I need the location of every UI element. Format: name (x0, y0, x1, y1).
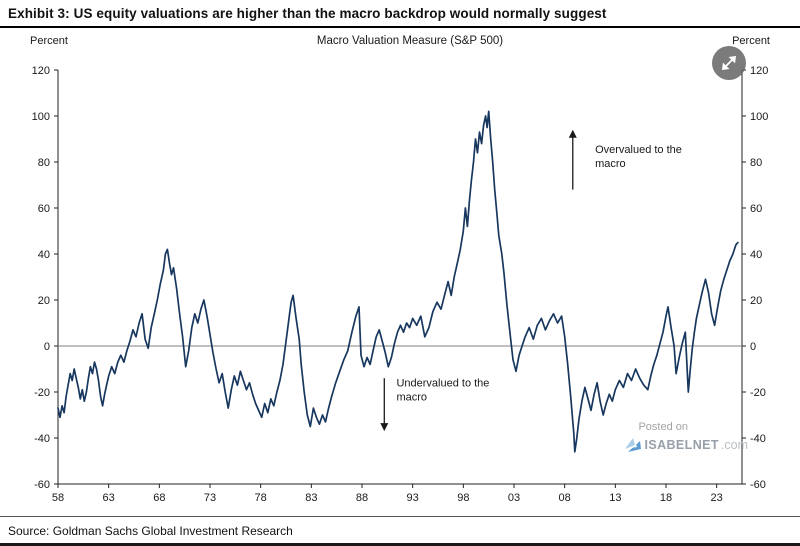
y-tick-label-left: -20 (34, 387, 50, 399)
y-axis-label-right: Percent (732, 35, 770, 47)
y-tick-label-right: -60 (750, 479, 766, 491)
y-tick-label-right: -20 (750, 387, 766, 399)
watermark-brand-row[interactable]: ISABELNET .com (624, 436, 748, 454)
up-arrowhead (568, 129, 577, 138)
x-tick-label: 93 (407, 492, 419, 504)
y-tick-label-right: 100 (750, 111, 768, 123)
x-tick-label: 68 (153, 492, 165, 504)
y-tick-label-right: 20 (750, 295, 762, 307)
watermark-posted-on: Posted on (638, 421, 689, 433)
y-tick-label-left: 40 (38, 249, 50, 261)
expand-icon (721, 55, 737, 71)
y-tick-label-left: 0 (44, 341, 50, 353)
x-tick-label: 88 (356, 492, 368, 504)
x-tick-label: 18 (660, 492, 672, 504)
watermark-brand: ISABELNET (644, 438, 719, 452)
y-axis-label-left: Percent (30, 35, 68, 47)
x-tick-label: 63 (103, 492, 115, 504)
watermark: Posted on ISABELNET .com (624, 420, 748, 454)
chart-area: Percent Percent Macro Valuation Measure (S… (0, 28, 800, 516)
y-tick-label-left: 120 (32, 65, 50, 77)
y-tick-label-right: 80 (750, 157, 762, 169)
x-tick-label: 98 (457, 492, 469, 504)
y-tick-label-left: 80 (38, 157, 50, 169)
x-tick-label: 03 (508, 492, 520, 504)
annotation-undervalued: Undervalued to the macro (396, 377, 489, 403)
y-tick-label-left: 20 (38, 295, 50, 307)
series-line (57, 110, 739, 453)
y-tick-label-left: -40 (34, 433, 50, 445)
y-tick-label-right: 0 (750, 341, 756, 353)
down-arrowhead (380, 423, 389, 432)
x-tick-label: 23 (711, 492, 723, 504)
y-tick-label-right: 120 (750, 65, 768, 77)
chart-title: Macro Valuation Measure (S&P 500) (317, 35, 503, 47)
macro-valuation-chart: Percent Percent Macro Valuation Measure (S… (30, 35, 770, 504)
y-tick-label-right: -40 (750, 433, 766, 445)
x-tick-label: 13 (609, 492, 621, 504)
watermark-brand-suffix: .com (720, 438, 748, 452)
y-tick-label-left: -60 (34, 479, 50, 491)
y-tick-label-left: 100 (32, 111, 50, 123)
y-tick-label-right: 40 (750, 249, 762, 261)
x-tick-label: 58 (52, 492, 64, 504)
isabelnet-logo-icon (625, 438, 642, 452)
source-line: Source: Goldman Sachs Global Investment … (0, 516, 800, 543)
x-tick-label: 73 (204, 492, 216, 504)
y-tick-label-right: 60 (750, 203, 762, 215)
x-tick-label: 83 (305, 492, 317, 504)
annotation-overvalued: Overvalued to the macro (595, 144, 682, 170)
x-tick-label: 08 (559, 492, 571, 504)
x-tick-label: 78 (255, 492, 267, 504)
y-tick-label-left: 60 (38, 203, 50, 215)
expand-button[interactable] (712, 46, 746, 80)
exhibit-title: Exhibit 3: US equity valuations are high… (0, 0, 800, 28)
